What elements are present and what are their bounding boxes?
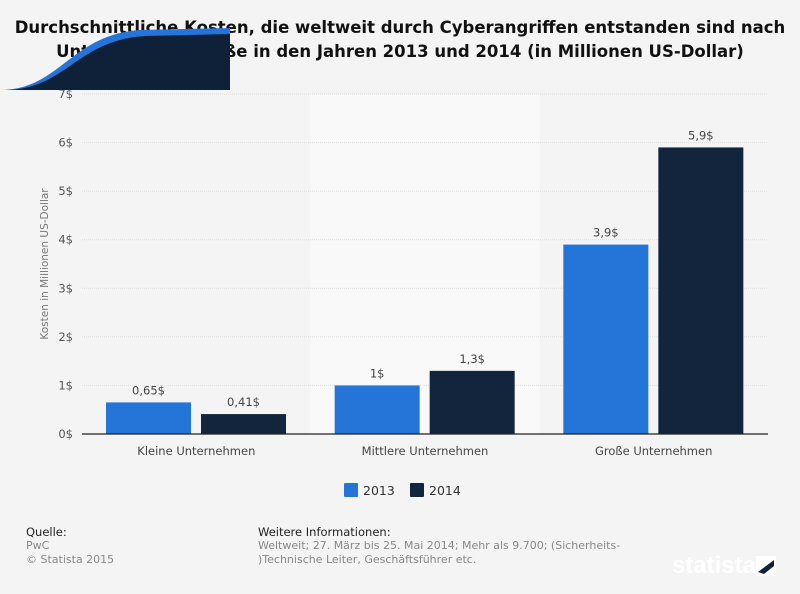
info-heading: Weitere Informationen: [258,525,391,539]
x-tick-label: Kleine Unternehmen [137,444,255,458]
info-block: Weitere Informationen: Weltweit; 27. Mär… [258,525,620,567]
data-label: 1$ [370,366,385,380]
bar-2013 [563,244,649,434]
x-tick-label: Mittlere Unternehmen [362,444,489,458]
bar-2014 [201,414,286,434]
data-label: 0,65$ [132,383,165,397]
y-tick-label: 3$ [58,281,73,295]
source-block: Quelle: PwC © Statista 2015 [26,525,114,567]
legend-label-2014: 2014 [429,483,461,498]
bar-2014 [658,147,744,434]
y-tick-label: 7$ [58,87,73,101]
data-label: 5,9$ [688,128,714,142]
y-tick-label: 0$ [58,427,73,441]
y-tick-label: 2$ [58,330,73,344]
y-axis-label: Kosten in Millionen US-Dollar [39,188,51,340]
statista-logo-background [0,28,230,90]
source-heading: Quelle: [26,525,67,539]
bar-2013 [106,402,191,434]
legend-swatch-2014 [410,483,424,497]
y-tick-label: 4$ [58,233,73,247]
bar-2013 [334,385,420,434]
statista-logo-icon [756,556,776,576]
legend-label-2013: 2013 [363,483,395,498]
x-tick-label: Große Unternehmen [595,444,712,458]
y-tick-label: 6$ [58,136,73,150]
data-label: 3,9$ [593,226,619,240]
data-label: 0,41$ [227,395,260,409]
info-line-1: Weltweit; 27. März bis 25. Mai 2014; Meh… [258,539,621,552]
y-tick-label: 1$ [58,378,73,392]
y-tick-label: 5$ [58,184,73,198]
source-text: PwC [26,539,50,552]
data-label: 1,3$ [459,352,485,366]
logo-text: statista [671,552,756,579]
statista-logo[interactable]: statista [672,552,756,580]
bar-chart: 0$ 1$ 2$ 3$ 4$ 5$ 6$ 7$ Kosten in Millionen US-D… [39,87,768,498]
legend-swatch-2013 [344,483,358,497]
bar-2014 [429,370,515,434]
copyright-text: © Statista 2015 [26,553,115,566]
info-line-2: )Technische Leiter, Geschäftsführer etc. [258,553,477,566]
